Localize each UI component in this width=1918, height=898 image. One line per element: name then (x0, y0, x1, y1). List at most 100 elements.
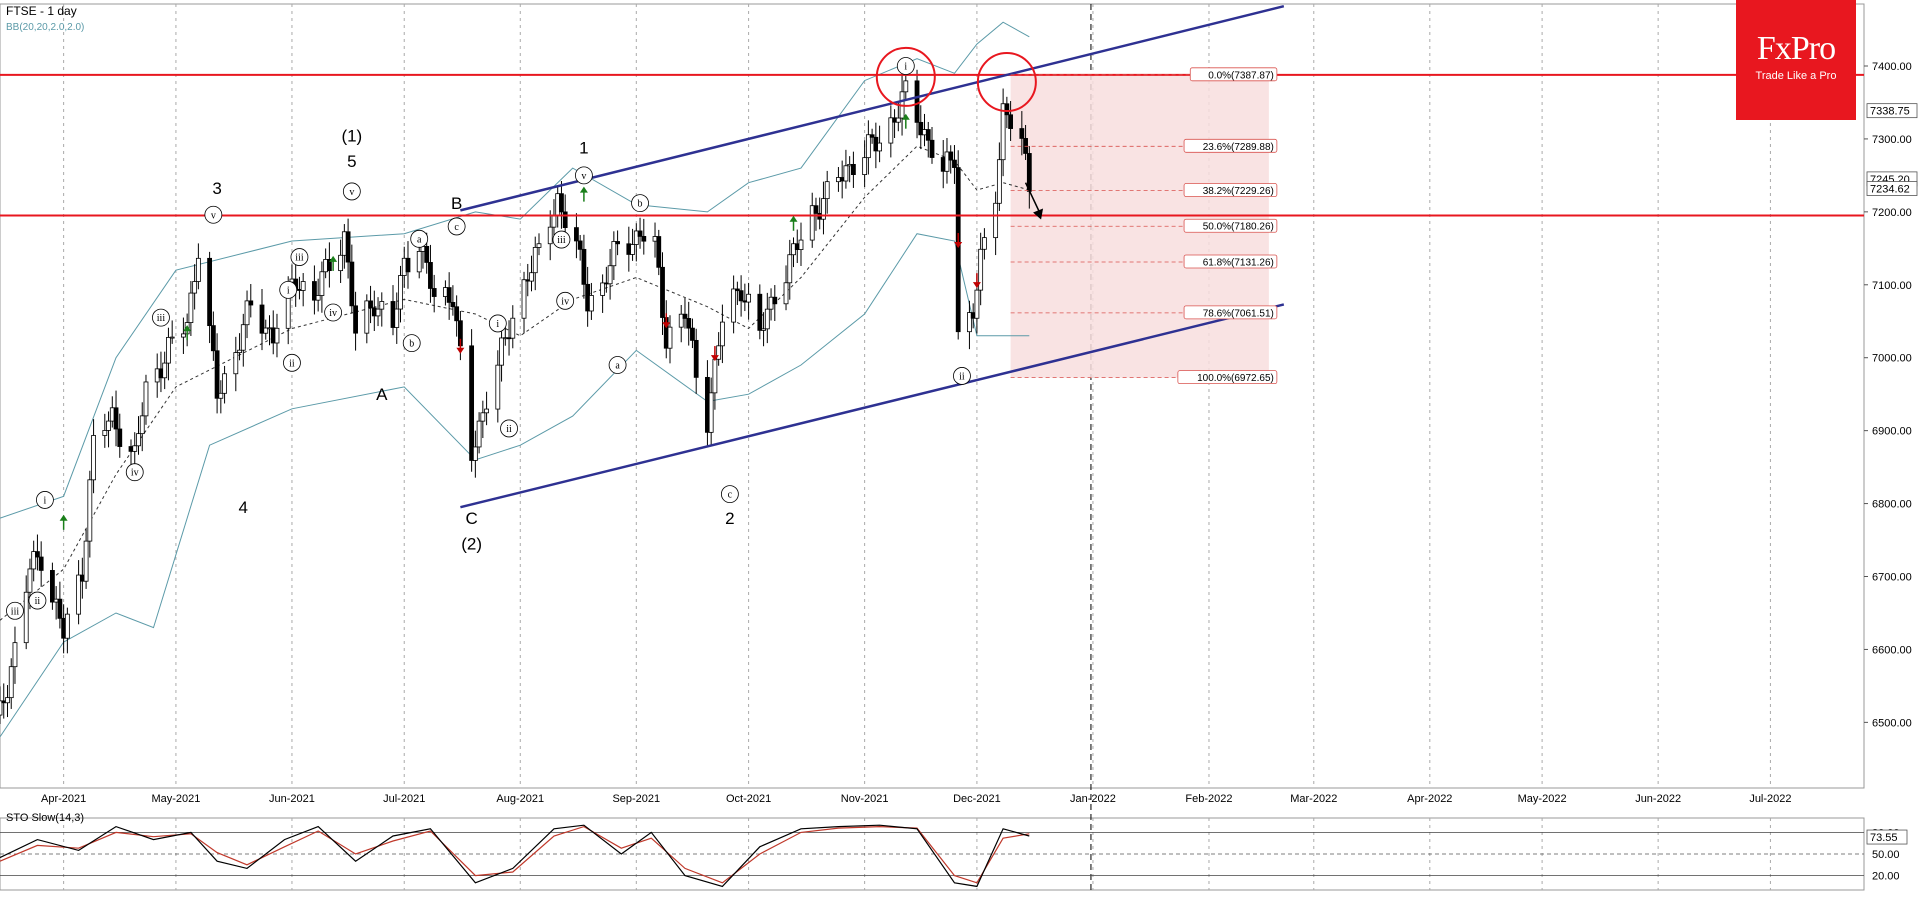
price-marker-label: 7338.75 (1870, 106, 1910, 118)
candle-body (547, 226, 553, 245)
wave-label: iii (157, 313, 166, 324)
candle-body (521, 279, 527, 319)
wave-label: (1) (341, 126, 362, 145)
wave-label: 4 (239, 498, 248, 517)
candle-body (918, 121, 924, 136)
candle-body (248, 300, 254, 306)
candle-body (312, 281, 317, 301)
buy-signal-head (901, 113, 910, 120)
candle-body (12, 642, 18, 668)
sto-k-line (0, 824, 1030, 888)
candle-body (375, 308, 381, 317)
candle-body (113, 407, 119, 430)
channel-line (460, 303, 1285, 509)
buy-signal-head (183, 325, 192, 332)
x-tick-label: Sep-2021 (612, 793, 660, 805)
x-tick-label: May-2021 (151, 793, 200, 805)
candle-body (106, 420, 111, 431)
candle-body (1026, 153, 1032, 192)
candle-body (274, 327, 280, 344)
candle-body (581, 248, 587, 285)
candle-body (35, 551, 40, 558)
wave-label: ii (959, 371, 965, 382)
candle-body (5, 697, 10, 704)
wave-label: v (581, 171, 586, 182)
candle-body (1000, 103, 1006, 161)
y-tick-label: 6600.00 (1872, 644, 1912, 656)
candle-body (925, 129, 931, 141)
candle-body (865, 134, 871, 159)
candle-body (162, 362, 168, 379)
candle-body (207, 257, 213, 327)
candle-body (772, 296, 778, 305)
wave-label-circle (447, 217, 466, 236)
candle-body (222, 373, 227, 394)
candle-body (783, 282, 789, 305)
x-tick-label: Feb-2022 (1185, 793, 1232, 805)
candle-body (764, 308, 770, 330)
plot-frame (0, 3, 1865, 789)
candle-body (1008, 114, 1014, 129)
candle-body (734, 288, 740, 292)
sell-signal-head (710, 355, 719, 362)
x-tick-label: Jul-2022 (1749, 793, 1791, 805)
candle-body (398, 275, 403, 310)
candle-body (76, 574, 82, 615)
candle-body (809, 205, 815, 241)
wave-label: b (409, 339, 414, 350)
candle-body (929, 139, 935, 158)
candle-body (633, 230, 639, 245)
candle-body (850, 163, 856, 176)
buy-signal-head (59, 514, 68, 521)
candle-body (577, 240, 583, 250)
sto-current-label: 73.55 (1870, 832, 1898, 844)
candle-body (712, 358, 718, 394)
buy-signal-head (579, 186, 588, 193)
candle-body (787, 254, 793, 284)
candle-body (967, 312, 972, 333)
candle-body (708, 392, 714, 433)
fib-label-box (1183, 138, 1278, 153)
candle-body (821, 198, 826, 220)
candle-body (394, 308, 400, 328)
candle-body (132, 445, 138, 452)
wave-label: ii (506, 424, 512, 435)
candle-body (716, 345, 722, 360)
wave-label: ii (35, 596, 41, 607)
wave-label: (2) (461, 535, 482, 554)
candle-body (607, 265, 613, 285)
candle-body (431, 288, 437, 297)
candle-body (982, 237, 987, 250)
wave-label-circle (283, 353, 301, 372)
wave-label-circle (28, 591, 47, 610)
candle-body (761, 328, 766, 331)
candle-body (195, 257, 201, 282)
x-tick-label: Jun-2021 (269, 793, 315, 805)
wave-label: a (417, 234, 422, 245)
sell-signal-head (456, 347, 465, 354)
wave-label: a (615, 361, 620, 372)
candle-body (630, 244, 635, 255)
x-tick-label: Dec-2021 (953, 793, 1001, 805)
wave-label-circle (6, 601, 24, 620)
candle-body (338, 254, 344, 272)
wave-label-circle (500, 419, 518, 438)
candle-body (843, 165, 849, 182)
candle-body (315, 295, 321, 301)
candle-body (588, 295, 594, 312)
x-tick-label: May-2022 (1518, 793, 1567, 805)
wave-label-circle (324, 303, 343, 322)
wave-label: b (638, 199, 643, 210)
wave-label-circle (720, 485, 739, 503)
wave-label-circle (204, 205, 223, 224)
candle-body (57, 598, 63, 619)
wave-label-circle (488, 314, 507, 333)
candle-body (300, 281, 306, 291)
y-tick-label: 7100.00 (1872, 280, 1912, 292)
wave-label-circle (953, 367, 971, 385)
sto-current-box (1866, 829, 1908, 845)
wave-label: C (465, 509, 477, 528)
price-marker-box (1866, 181, 1918, 196)
y-tick-label: 6500.00 (1872, 717, 1912, 729)
